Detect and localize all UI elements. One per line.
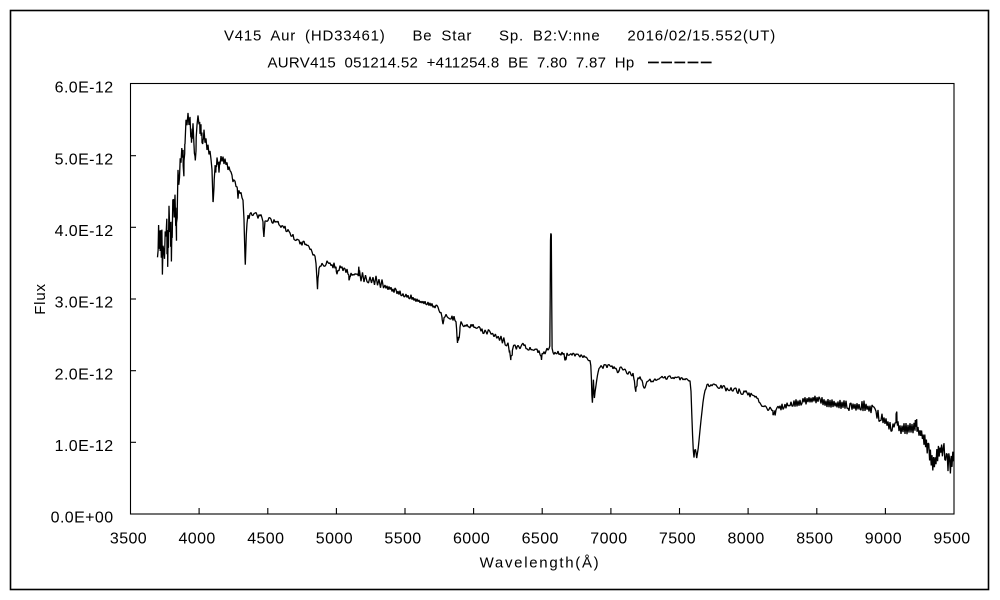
svg-text:5.0E-12: 5.0E-12 [55,151,114,168]
svg-text:Flux: Flux [32,283,49,315]
svg-text:1.0E-12: 1.0E-12 [55,438,114,455]
svg-text:5000: 5000 [316,531,353,548]
svg-text:7000: 7000 [590,531,627,548]
svg-text:2.0E-12: 2.0E-12 [55,366,114,383]
svg-text:9000: 9000 [865,531,902,548]
svg-text:3.0E-12: 3.0E-12 [55,295,114,312]
svg-text:6.0E-12: 6.0E-12 [55,80,114,97]
svg-text:4.0E-12: 4.0E-12 [55,223,114,240]
svg-text:V415 Aur (HD33461) Be Star: V415 Aur (HD33461) Be Star Sp. B2:V:nne … [224,28,776,45]
svg-text:9500: 9500 [933,531,970,548]
svg-text:6000: 6000 [453,531,490,548]
svg-text:3500: 3500 [110,531,147,548]
svg-text:7500: 7500 [659,531,696,548]
svg-text:4000: 4000 [178,531,215,548]
svg-text:AURV415 051214.52 +411254.8 BE: AURV415 051214.52 +411254.8 BE 7.80 7.87… [268,54,635,71]
svg-text:Wavelength(Å): Wavelength(Å) [480,554,601,571]
svg-text:5500: 5500 [384,531,421,548]
svg-text:8500: 8500 [796,531,833,548]
svg-text:8000: 8000 [727,531,764,548]
svg-text:0.0E+00: 0.0E+00 [51,510,114,527]
svg-text:6500: 6500 [522,531,559,548]
svg-text:4500: 4500 [247,531,284,548]
